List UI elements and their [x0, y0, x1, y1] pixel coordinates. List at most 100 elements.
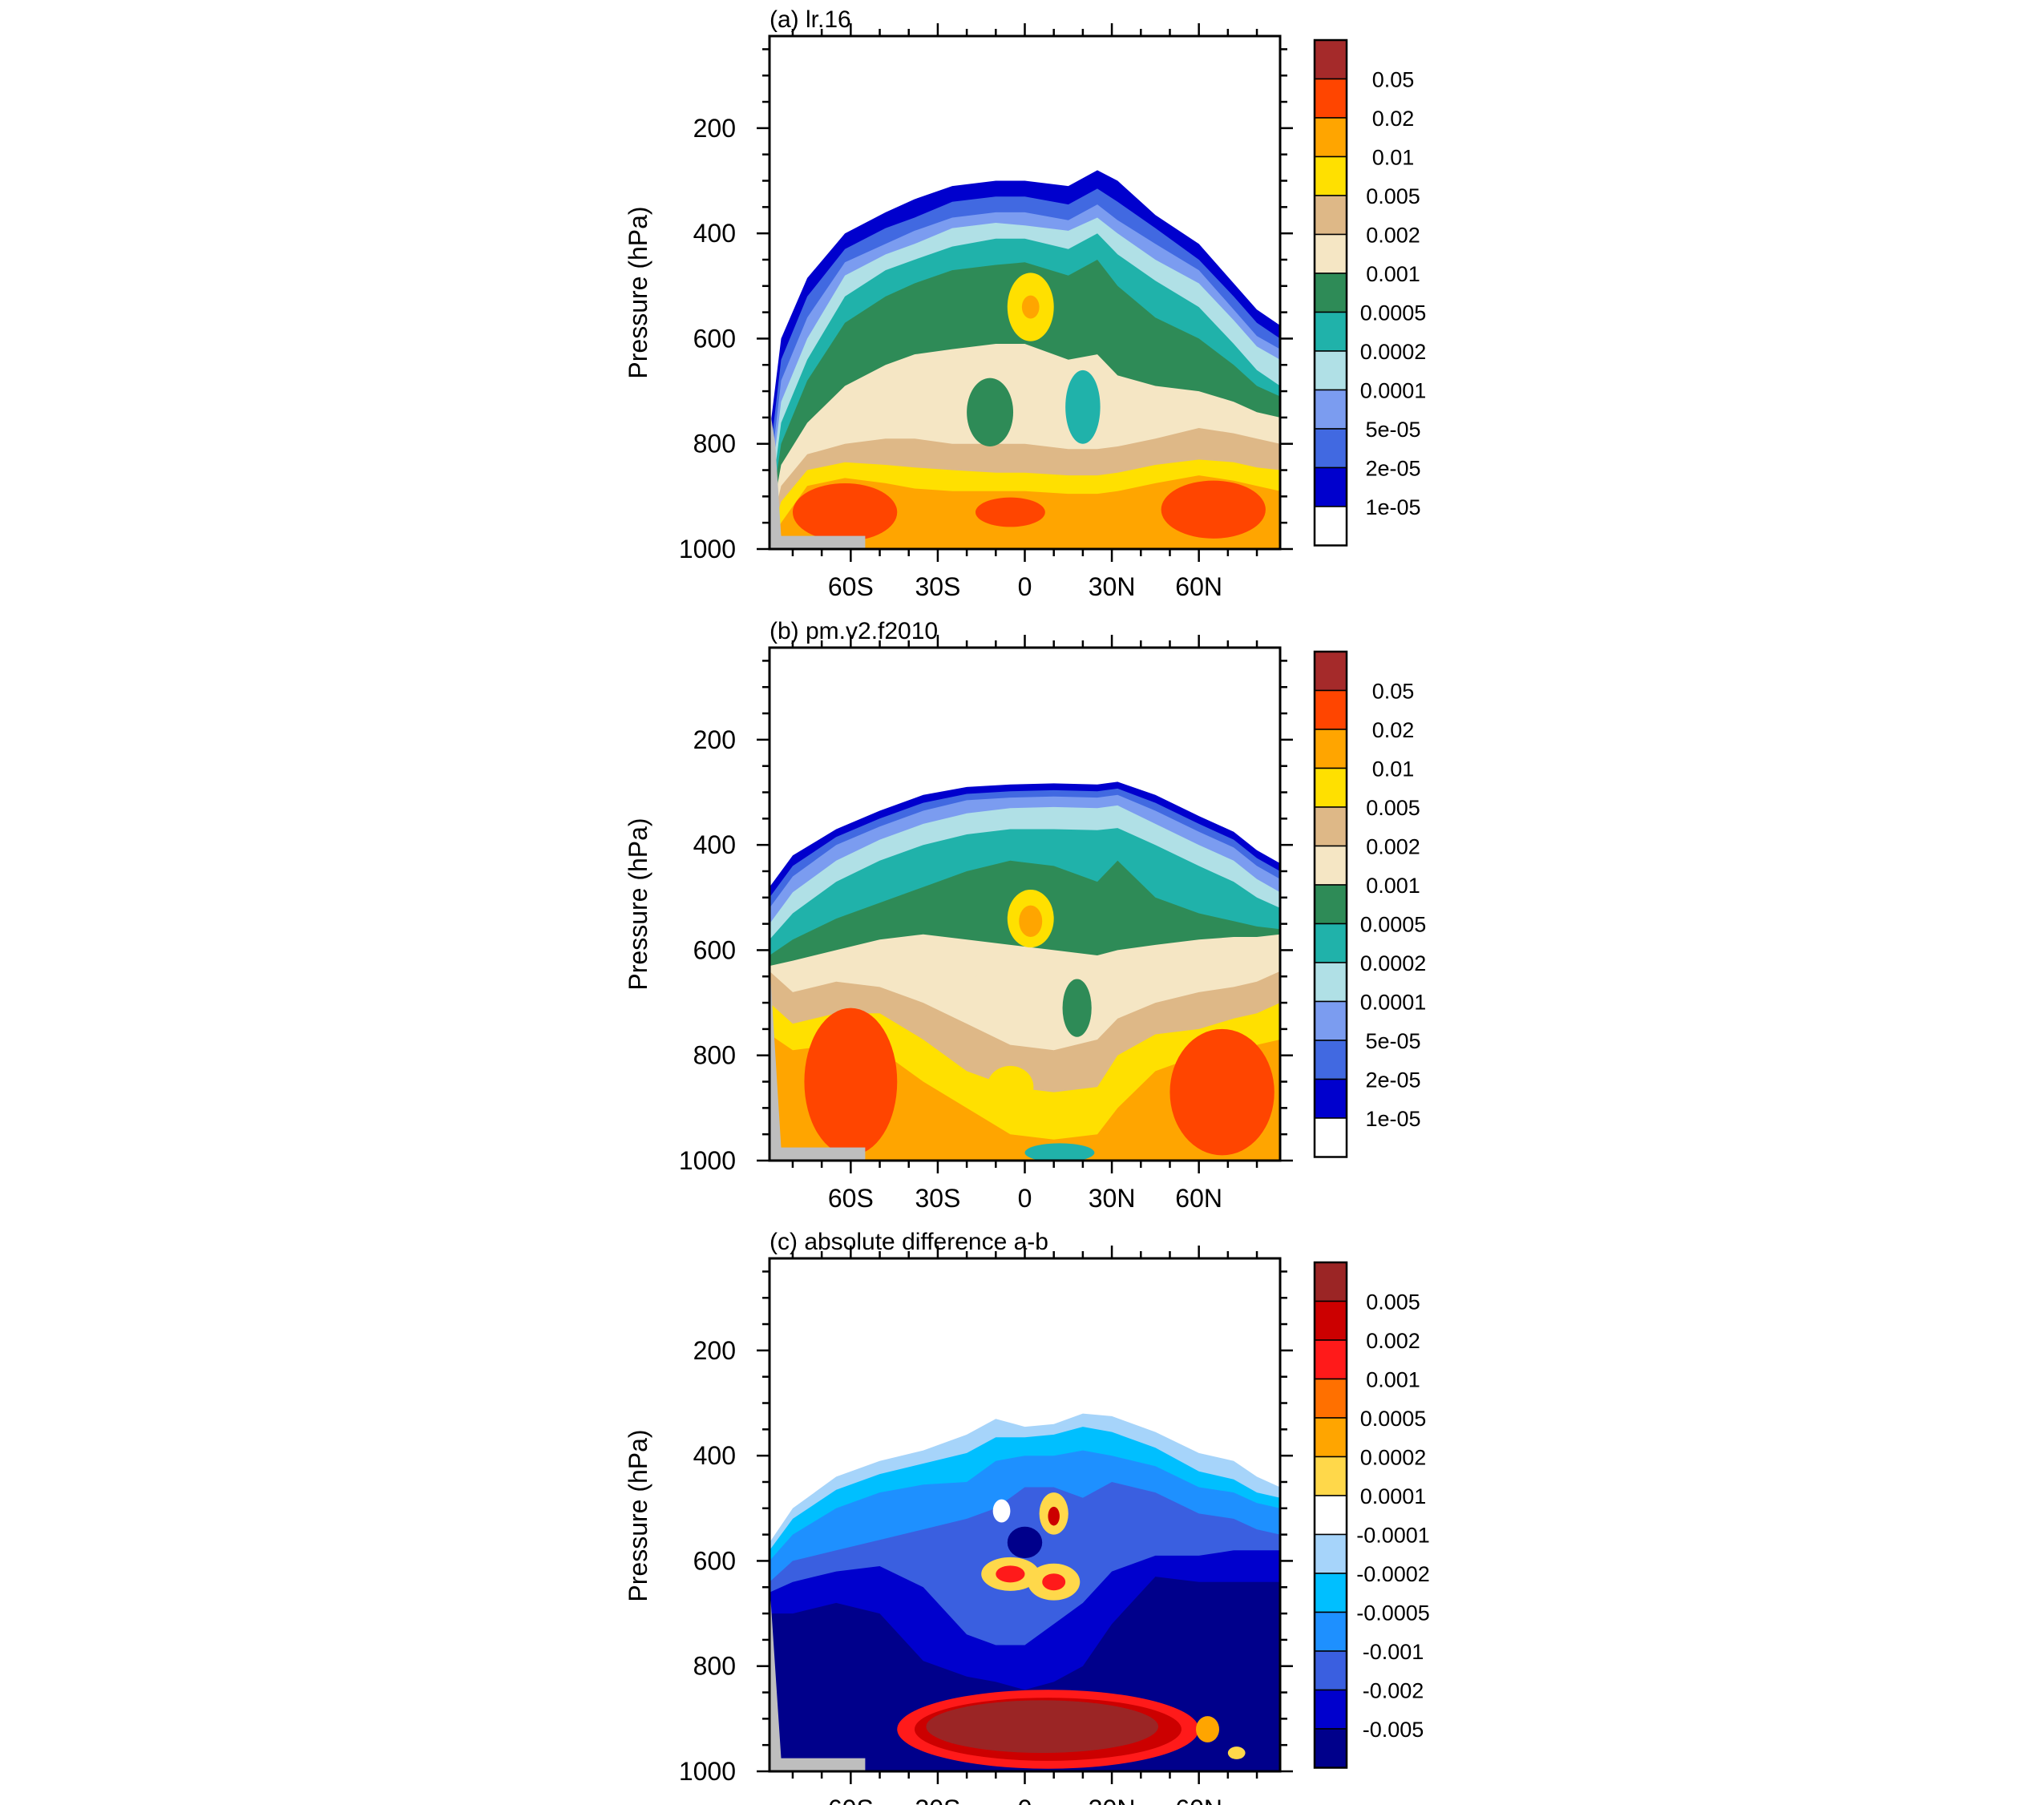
x-tick-label: 0 [1018, 1795, 1032, 1805]
colorbar-swatch [1314, 845, 1347, 886]
x-tick-label: 30S [915, 1184, 960, 1213]
y-tick-label: 1000 [679, 535, 736, 563]
colorbar-swatch [1314, 1611, 1347, 1652]
colorbar-swatch [1314, 389, 1347, 430]
colorbar-label: 0.002 [1366, 835, 1420, 859]
colorbar-label: 0.001 [1366, 874, 1420, 898]
colorbar-label: 5e-05 [1365, 418, 1420, 442]
colorbar-swatch [1314, 311, 1347, 352]
x-tick-label: 30N [1089, 572, 1136, 601]
colorbar-label: 0.02 [1372, 107, 1415, 131]
colorbar-label: -0.002 [1363, 1679, 1424, 1703]
colorbar-swatch [1314, 689, 1347, 730]
panel-c-colorbar: 0.005 0.002 0.001 0.0005 0.0002 0.0001 -0.0001… [1313, 1261, 1430, 1769]
contour-cell-4 [996, 1565, 1025, 1583]
colorbar-swatch [1314, 1689, 1347, 1730]
y-tick-label: 1000 [679, 1146, 736, 1175]
colorbar-swatch [1314, 1040, 1347, 1080]
colorbar-label: 5e-05 [1365, 1029, 1420, 1053]
colorbar-swatch [1314, 1650, 1347, 1691]
contour-cell-10 [1007, 1526, 1043, 1559]
topography-mask [770, 1581, 866, 1771]
colorbar-swatch [1314, 195, 1347, 236]
colorbar-swatch [1314, 1078, 1347, 1119]
colorbar-swatch [1314, 962, 1347, 1003]
colorbar-swatch [1314, 350, 1347, 391]
y-tick-label: 800 [693, 430, 736, 458]
colorbar-swatch [1314, 1339, 1347, 1380]
colorbar-swatch [1314, 651, 1347, 692]
contour-cell-6 [1042, 1573, 1066, 1591]
colorbar-label: 0.001 [1366, 1368, 1420, 1392]
y-tick-label: 600 [693, 935, 736, 964]
x-tick-label: 60S [828, 1184, 874, 1213]
y-tick-label: 200 [693, 114, 736, 143]
y-tick-label: 800 [693, 1041, 736, 1070]
panel-c-ylabel: Pressure (hPa) [624, 1429, 652, 1601]
y-tick-label: 200 [693, 725, 736, 754]
y-tick-label: 600 [693, 324, 736, 353]
colorbar-swatch [1314, 155, 1347, 196]
panel-a-plot: 200 400 600 800 1000 60S 30S 0 30N 60N [679, 23, 1293, 601]
colorbar-frame [1313, 650, 1348, 1158]
colorbar-label: 1e-05 [1365, 495, 1420, 519]
contour-band-10 [770, 1034, 1280, 1161]
colorbar-label: 1e-05 [1365, 1107, 1420, 1131]
colorbar-label: -0.0001 [1356, 1524, 1430, 1548]
x-tick-label: 0 [1018, 1184, 1032, 1213]
colorbar-swatch [1314, 117, 1347, 158]
colorbar-frame [1313, 1261, 1348, 1769]
x-tick-label: 30S [915, 1795, 960, 1805]
panel-c-title: (c) absolute difference a-b [770, 1229, 1048, 1255]
colorbar-label: 0.0002 [1360, 1446, 1427, 1470]
colorbar-swatch [1314, 1262, 1347, 1302]
x-tick-label: 60S [828, 1795, 874, 1805]
contour-cell-2 [926, 1700, 1158, 1754]
colorbar-swatch [1314, 273, 1347, 313]
colorbar-swatch [1314, 1573, 1347, 1613]
colorbar-label: 0.0005 [1360, 1407, 1427, 1431]
colorbar-label: 0.0005 [1360, 913, 1427, 937]
panel-b-colorbar: 0.05 0.02 0.01 0.005 0.002 0.001 0.0005 0.0002 0… [1313, 650, 1427, 1158]
colorbar-label: 0.0001 [1360, 991, 1427, 1015]
colorbar-label: 0.005 [1366, 796, 1420, 820]
panel-a-title: (a) lr.16 [770, 6, 851, 33]
y-tick-label: 200 [693, 1336, 736, 1365]
colorbar-swatch [1314, 466, 1347, 507]
colorbar-swatch [1314, 1417, 1347, 1458]
colorbar-label: -0.0002 [1356, 1562, 1430, 1586]
contour-field [770, 648, 1280, 1161]
colorbar-label: 0.0001 [1360, 1484, 1427, 1508]
y-tick-label: 400 [693, 219, 736, 248]
panel-a-colorbar: 0.05 0.02 0.01 0.005 0.002 0.001 0.0005 0.0002 0… [1313, 38, 1427, 547]
contour-cell-2 [987, 1065, 1034, 1108]
colorbar-swatch [1314, 1533, 1347, 1574]
contour-cell-2 [1161, 480, 1266, 539]
panel-b-title: (b) pm.v2.f2010 [770, 618, 938, 644]
colorbar-label: 0.0002 [1360, 340, 1427, 364]
colorbar-swatch [1314, 1728, 1347, 1769]
colorbar-label: 0.0001 [1360, 379, 1427, 403]
panel-b-ylabel: Pressure (hPa) [624, 818, 652, 990]
colorbar-label: -0.0005 [1356, 1601, 1430, 1625]
contour-cell-8 [1048, 1506, 1060, 1526]
contour-cell-6 [1021, 295, 1040, 319]
contour-cell-6 [1019, 905, 1043, 938]
colorbar-label: 0.05 [1372, 68, 1415, 92]
x-tick-label: 60N [1175, 572, 1222, 601]
colorbar-label: 0.0002 [1360, 951, 1427, 975]
colorbar-swatch [1314, 39, 1347, 80]
colorbar-swatch [1314, 1456, 1347, 1496]
contour-field [770, 1258, 1280, 1771]
contour-cell-1 [1169, 1028, 1274, 1156]
y-tick-label: 600 [693, 1546, 736, 1575]
y-tick-label: 800 [693, 1652, 736, 1681]
colorbar-label: 0.005 [1366, 1290, 1420, 1314]
colorbar-swatch [1314, 884, 1347, 925]
colorbar-swatch [1314, 767, 1347, 808]
x-tick-label: 60S [828, 572, 874, 601]
panel-c: (c) absolute difference a-b Pressure (hP… [624, 1229, 1430, 1805]
x-tick-label: 60N [1175, 1795, 1222, 1805]
colorbar-swatch [1314, 1000, 1347, 1041]
